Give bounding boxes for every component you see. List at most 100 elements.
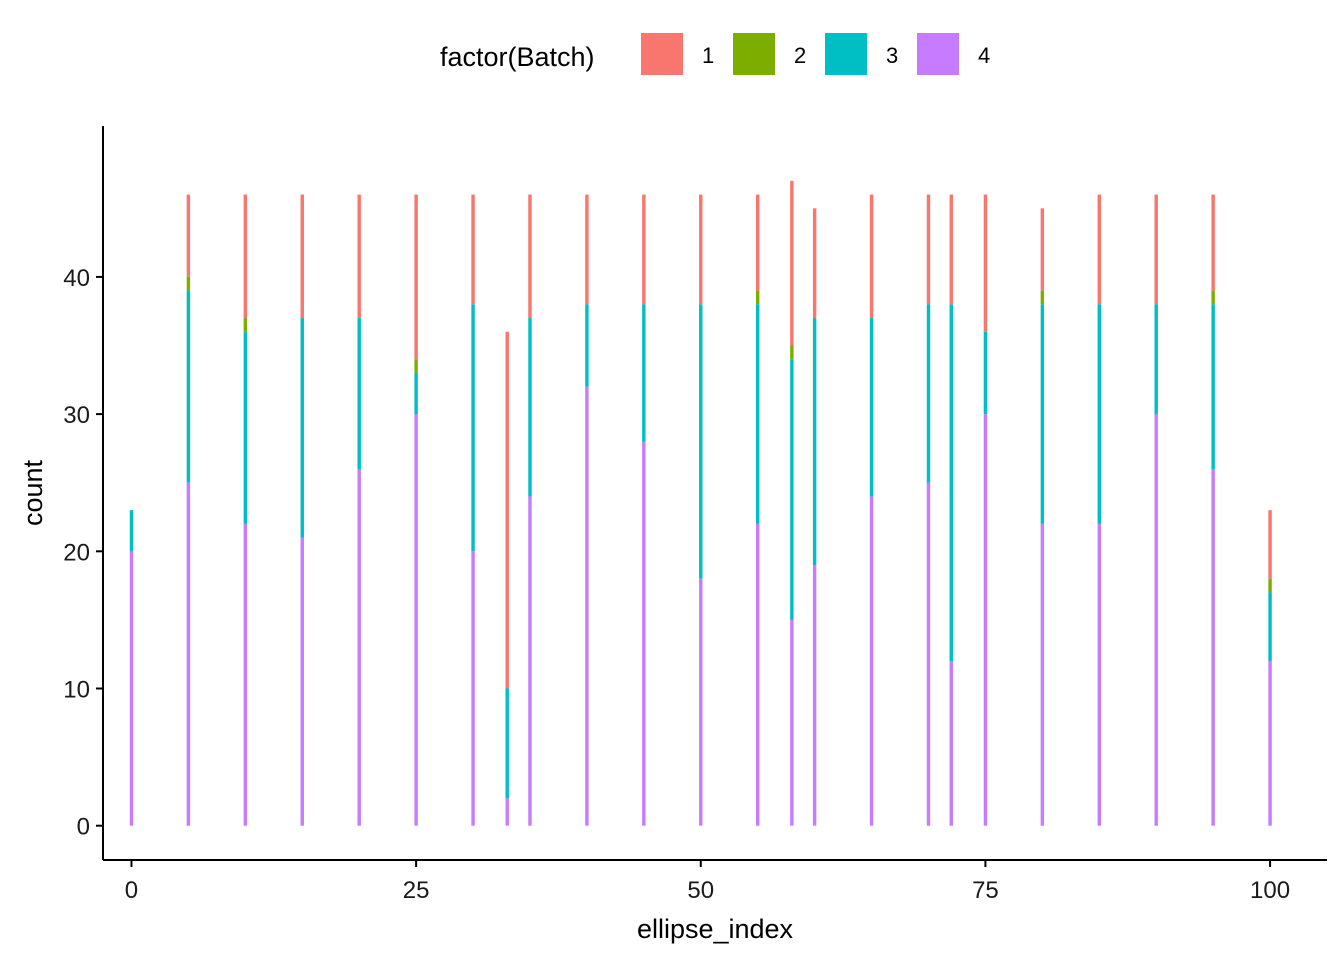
bar-segment-batch-4-x-90	[1154, 414, 1158, 826]
bar-segment-batch-4-x-85	[1097, 523, 1101, 826]
bar-segment-batch-1-x-55	[755, 194, 760, 291]
y-axis-ticks: 0 10 20 30 40	[63, 265, 103, 841]
bar-segment-batch-3-x-70	[926, 304, 931, 483]
legend-swatch-batch-2	[733, 33, 775, 75]
bar-segment-batch-1-x-72	[949, 194, 953, 305]
x-axis-title: ellipse_index	[637, 914, 794, 944]
x-tick-label: 25	[403, 877, 430, 904]
bar-segment-batch-4-x-15	[300, 537, 304, 826]
bar-segment-batch-1-x-33	[505, 331, 509, 689]
bar-segment-batch-3-x-75	[983, 331, 988, 415]
bar-segment-batch-1-x-15	[300, 194, 304, 319]
bar-segment-batch-1-x-80	[1040, 208, 1045, 291]
bar-segment-batch-3-x-72	[949, 304, 953, 662]
bar-segment-batch-4-x-60	[812, 565, 817, 826]
bar-segment-batch-1-x-85	[1097, 194, 1101, 305]
legend-title: factor(Batch)	[440, 42, 595, 72]
bar-segment-batch-2-x-25	[414, 359, 418, 373]
bar-segment-batch-1-x-60	[812, 208, 817, 319]
bar-segment-batch-3-x-10	[243, 331, 248, 524]
bar-segment-batch-2-x-95	[1211, 290, 1215, 305]
legend-label-batch-3: 3	[886, 43, 898, 68]
bar-segment-batch-3-x-20	[357, 318, 361, 469]
bar-segment-batch-4-x-80	[1040, 523, 1045, 826]
bar-segment-batch-1-x-65	[869, 194, 874, 319]
bar-segment-batch-2-x-80	[1040, 290, 1045, 305]
bar-segment-batch-1-x-45	[642, 194, 646, 305]
bar-segment-batch-3-x-55	[755, 304, 760, 524]
x-tick-label: 0	[125, 877, 138, 904]
bar-segment-batch-3-x-35	[528, 318, 532, 497]
x-tick-label: 75	[972, 877, 999, 904]
bar-segment-batch-1-x-58	[790, 180, 794, 346]
bar-segment-batch-3-x-30	[471, 304, 475, 552]
legend-swatch-batch-4	[917, 33, 959, 75]
legend-label-batch-2: 2	[794, 43, 806, 68]
bar-segment-batch-4-x-100	[1268, 661, 1272, 826]
bar-segment-batch-3-x-65	[869, 318, 874, 497]
legend-swatch-batch-1	[641, 33, 683, 75]
bar-segment-batch-1-x-90	[1154, 194, 1158, 305]
bar-segment-batch-4-x-5	[186, 482, 191, 826]
y-tick-label: 10	[63, 677, 90, 704]
bar-segment-batch-4-x-72	[949, 661, 953, 826]
bar-layer	[129, 180, 1272, 826]
bar-segment-batch-1-x-50	[699, 194, 703, 305]
bar-segment-batch-4-x-20	[357, 468, 361, 826]
bar-segment-batch-3-x-25	[414, 372, 418, 415]
bar-segment-batch-4-x-10	[243, 523, 248, 826]
bar-segment-batch-1-x-40	[585, 194, 589, 305]
bar-segment-batch-1-x-75	[983, 194, 988, 332]
bar-segment-batch-2-x-10	[243, 318, 248, 332]
bar-segment-batch-3-x-85	[1097, 304, 1101, 524]
bar-segment-batch-1-x-100	[1268, 510, 1272, 579]
bar-segment-batch-2-x-58	[790, 345, 794, 360]
bar-segment-batch-4-x-95	[1211, 468, 1215, 826]
bar-segment-batch-4-x-0	[129, 551, 134, 826]
bar-segment-batch-4-x-75	[983, 414, 988, 826]
bar-segment-batch-4-x-35	[528, 496, 532, 826]
bar-segment-batch-4-x-58	[790, 619, 794, 826]
bar-segment-batch-3-x-80	[1040, 304, 1045, 524]
bar-segment-batch-4-x-50	[699, 578, 703, 826]
x-tick-label: 50	[687, 877, 714, 904]
bar-segment-batch-3-x-100	[1268, 592, 1272, 662]
bar-segment-batch-4-x-30	[471, 551, 475, 826]
bar-segment-batch-4-x-65	[869, 496, 874, 826]
bar-segment-batch-1-x-35	[528, 194, 532, 319]
bar-segment-batch-1-x-70	[926, 194, 931, 305]
bar-segment-batch-4-x-40	[585, 386, 589, 826]
bar-segment-batch-1-x-30	[471, 194, 475, 305]
bar-segment-batch-3-x-50	[699, 304, 703, 579]
bar-segment-batch-4-x-33	[505, 798, 509, 826]
bar-segment-batch-3-x-58	[790, 359, 794, 620]
y-axis-title: count	[18, 459, 48, 526]
x-tick-label: 100	[1250, 877, 1290, 904]
y-tick-label: 0	[77, 814, 90, 841]
bar-segment-batch-1-x-95	[1211, 194, 1215, 291]
y-tick-label: 20	[63, 539, 90, 566]
bar-segment-batch-3-x-40	[585, 304, 589, 387]
bar-segment-batch-1-x-20	[357, 194, 361, 319]
bar-segment-batch-1-x-10	[243, 194, 248, 319]
y-tick-label: 40	[63, 265, 90, 292]
legend: factor(Batch) 1 2 3 4	[440, 33, 990, 75]
bar-segment-batch-4-x-25	[414, 414, 418, 826]
bar-segment-batch-3-x-0	[129, 510, 134, 552]
bar-segment-batch-3-x-90	[1154, 304, 1158, 415]
bar-segment-batch-4-x-45	[642, 441, 646, 826]
bar-segment-batch-1-x-25	[414, 194, 418, 360]
bar-segment-batch-2-x-100	[1268, 578, 1272, 593]
bar-segment-batch-1-x-5	[186, 194, 191, 277]
bar-segment-batch-3-x-60	[812, 318, 817, 566]
legend-label-batch-4: 4	[978, 43, 990, 68]
bar-segment-batch-3-x-15	[300, 318, 304, 538]
bar-segment-batch-3-x-45	[642, 304, 646, 442]
x-axis-ticks: 0 25 50 75 100	[125, 860, 1290, 904]
legend-swatch-batch-3	[825, 33, 867, 75]
bar-segment-batch-2-x-5	[186, 276, 191, 291]
legend-label-batch-1: 1	[702, 43, 714, 68]
bar-segment-batch-4-x-70	[926, 482, 931, 826]
bar-segment-batch-3-x-95	[1211, 304, 1215, 469]
